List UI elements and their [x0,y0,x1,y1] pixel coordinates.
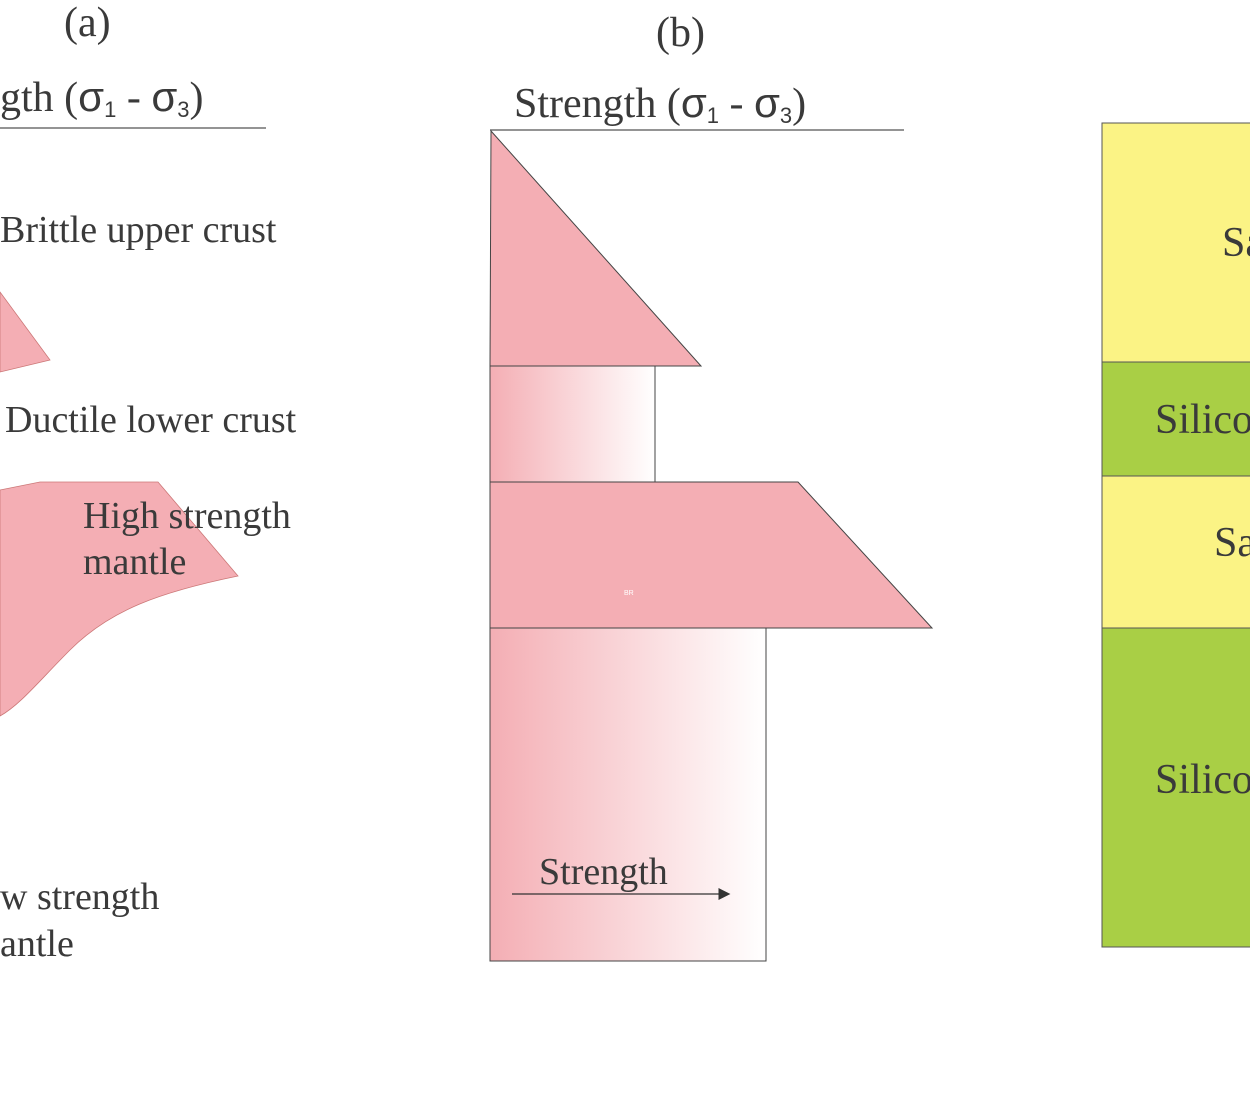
sigma-symbol: σ [78,73,105,120]
axis-title-text: Strength ( [514,81,681,127]
layer-sand-top [1101,122,1250,363]
panel-b-label: (b) [656,10,705,56]
layer-label-sand-middle: Sa [1214,520,1250,566]
layer-label-silicone-lower: Silico [1155,757,1250,803]
panel-b-brittle-triangle [489,129,703,367]
low-strength-mantle-label-1: w strength [0,876,160,918]
layer-silicone-lower [1101,627,1250,948]
subscript-1: 1 [706,103,719,128]
axis-title-close: ) [792,81,807,127]
high-strength-mantle-label-2: mantle [83,541,187,583]
panel-a-axis-title: gth (σ1 - σ3) [0,76,204,121]
subscript-1: 1 [104,97,117,122]
panel-a-label: (a) [64,0,111,46]
high-strength-mantle-label-1: High strength [83,495,291,537]
ductile-lower-crust-label: Ductile lower crust [5,399,297,441]
strength-arrow-label: Strength [539,851,668,893]
layer-silicone-upper [1101,361,1250,477]
axis-title-minus: - [718,81,754,127]
panel-b-low-mantle-block [489,627,767,962]
layer-label-sand-top: Sa [1222,220,1250,266]
panel-b-axis-title: Strength (σ1 - σ3) [514,82,806,127]
sigma-symbol: σ [151,73,178,120]
subscript-3: 3 [779,103,793,128]
panel-a-mantle-shape [0,481,239,717]
axis-title-close: ) [189,75,204,121]
axis-title-text: gth ( [0,75,79,121]
layer-sand-middle [1101,475,1250,629]
brittle-upper-crust-label: Brittle upper crust [0,209,277,251]
panel-b-ductile-crust-block [489,365,656,483]
panel-a-brittle-shape [0,291,51,373]
sigma-symbol: σ [680,79,707,126]
panel-b-mantle-trapezoid [489,481,934,629]
br-mark: BR [624,590,634,597]
low-strength-mantle-label-2: antle [0,923,74,965]
layer-label-silicone-upper: Silico [1155,397,1250,443]
axis-title-minus: - [116,75,152,121]
sigma-symbol: σ [753,79,780,126]
subscript-3: 3 [177,97,190,122]
